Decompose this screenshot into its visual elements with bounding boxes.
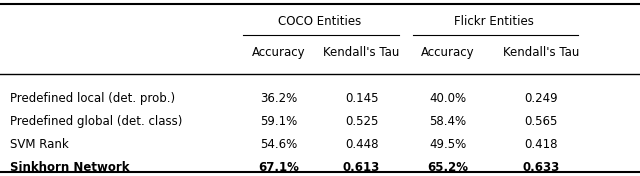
Text: 36.2%: 36.2%: [260, 92, 297, 105]
Text: 0.525: 0.525: [345, 115, 378, 128]
Text: 67.1%: 67.1%: [258, 161, 299, 174]
Text: 40.0%: 40.0%: [429, 92, 467, 105]
Text: Kendall's Tau: Kendall's Tau: [502, 46, 579, 59]
Text: Sinkhorn Network: Sinkhorn Network: [10, 161, 129, 174]
Text: 0.448: 0.448: [345, 138, 378, 151]
Text: Predefined local (det. prob.): Predefined local (det. prob.): [10, 92, 175, 105]
Text: Predefined global (det. class): Predefined global (det. class): [10, 115, 182, 128]
Text: COCO Entities: COCO Entities: [278, 15, 362, 28]
Text: 0.565: 0.565: [524, 115, 557, 128]
Text: 0.418: 0.418: [524, 138, 557, 151]
Text: 0.145: 0.145: [345, 92, 378, 105]
Text: 59.1%: 59.1%: [260, 115, 297, 128]
Text: Kendall's Tau: Kendall's Tau: [323, 46, 400, 59]
Text: Accuracy: Accuracy: [421, 46, 475, 59]
Text: 54.6%: 54.6%: [260, 138, 297, 151]
Text: Accuracy: Accuracy: [252, 46, 305, 59]
Text: 49.5%: 49.5%: [429, 138, 467, 151]
Text: Flickr Entities: Flickr Entities: [454, 15, 534, 28]
Text: 0.249: 0.249: [524, 92, 557, 105]
Text: 0.613: 0.613: [343, 161, 380, 174]
Text: 0.633: 0.633: [522, 161, 559, 174]
Text: 65.2%: 65.2%: [428, 161, 468, 174]
Text: 58.4%: 58.4%: [429, 115, 467, 128]
Text: SVM Rank: SVM Rank: [10, 138, 68, 151]
